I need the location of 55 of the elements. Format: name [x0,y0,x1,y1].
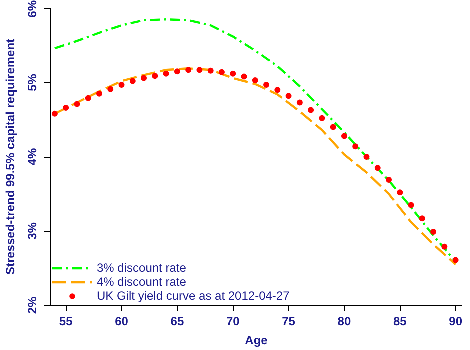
legend-label: UK Gilt yield curve as at 2012-04-27 [97,289,290,303]
point [152,73,158,80]
point [341,133,348,140]
y-tick-label: 5% [26,74,40,92]
point [352,144,359,150]
point [452,257,459,264]
point [296,100,303,106]
point [264,82,270,88]
point [430,228,437,235]
point [108,86,114,92]
point [118,82,125,88]
x-tick-label: 85 [393,314,408,328]
y-axis-title: Stressed-trend 99.5% capital requirement [4,38,18,276]
point [74,101,80,108]
point [241,74,248,80]
x-tick-label: 75 [282,314,296,328]
point [52,110,58,117]
point [196,67,203,74]
point [63,105,70,111]
point [330,124,336,130]
point [163,70,170,77]
point [374,165,381,172]
x-axis-title: Age [245,334,268,348]
point [96,90,102,97]
point [218,69,225,76]
y-tick-label: 3% [26,222,40,240]
legend-label: 3% discount rate [97,261,186,275]
point [442,244,448,250]
point [364,154,370,160]
x-tick-label: 70 [226,314,240,328]
x-tick-label: 65 [170,314,184,328]
legend-label: 4% discount rate [97,275,186,289]
y-tick-label: 2% [26,296,40,314]
point [252,78,258,84]
point [319,115,326,122]
y-tick-label: 4% [26,148,40,166]
point [308,107,314,114]
point [186,67,192,74]
point [386,177,392,184]
point [130,78,136,84]
point [85,95,92,102]
point [174,68,180,75]
x-tick-label: 60 [115,314,129,328]
x-tick-label: 80 [338,314,352,328]
point [274,87,281,94]
point [141,75,148,82]
point [208,68,214,74]
point [408,202,414,208]
point [397,190,404,196]
x-tick-label: 55 [59,314,74,328]
point [230,70,236,77]
y-tick-label: 6% [26,0,40,18]
point [419,216,426,222]
x-tick-label: 90 [449,314,463,328]
point [286,93,292,100]
